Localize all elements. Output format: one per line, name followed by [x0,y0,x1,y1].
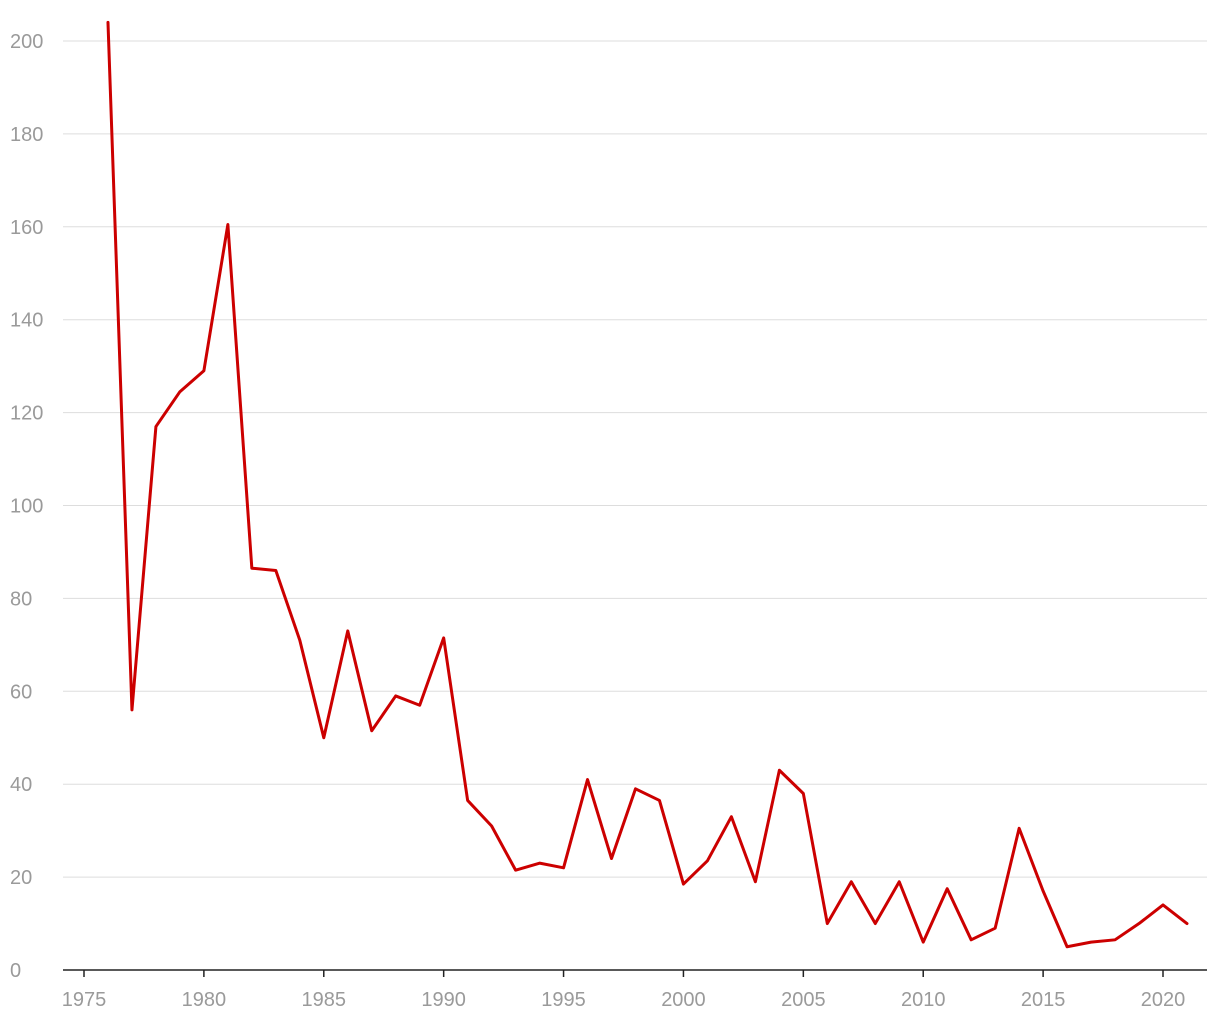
x-axis [63,969,1207,977]
y-tick-label: 0 [10,960,21,982]
y-tick-label: 200 [10,31,43,53]
x-tick-label: 2000 [661,989,706,1011]
y-tick-label: 80 [10,588,32,610]
x-tick-label: 2005 [781,989,826,1011]
series-layer [106,20,1189,949]
x-tick-label: 1980 [182,989,227,1011]
y-tick-label: 100 [10,496,43,518]
y-tick-label: 180 [10,124,43,146]
x-axis-tick-labels: 1975 1980 1985 1990 1995 2000 2005 2010 2015 2020 [62,989,1186,1011]
y-tick-label: 120 [10,403,43,425]
x-tick-label: 1990 [421,989,466,1011]
y-tick-label: 60 [10,681,32,703]
grid-layer [63,40,1207,878]
y-tick-label: 140 [10,310,43,332]
series-line [106,20,1189,949]
y-tick-label: 40 [10,774,32,796]
y-tick-label: 160 [10,217,43,239]
x-tick-label: 1995 [541,989,586,1011]
x-tick-label: 2010 [901,989,946,1011]
x-tick-label: 2020 [1141,989,1186,1011]
x-tick-label: 1985 [302,989,347,1011]
y-tick-label: 20 [10,867,32,889]
y-axis-tick-labels: 0 20 40 60 80 100 120 140 160 180 200 [10,31,43,982]
x-tick-label: 2015 [1021,989,1066,1011]
x-tick-label: 1975 [62,989,107,1011]
